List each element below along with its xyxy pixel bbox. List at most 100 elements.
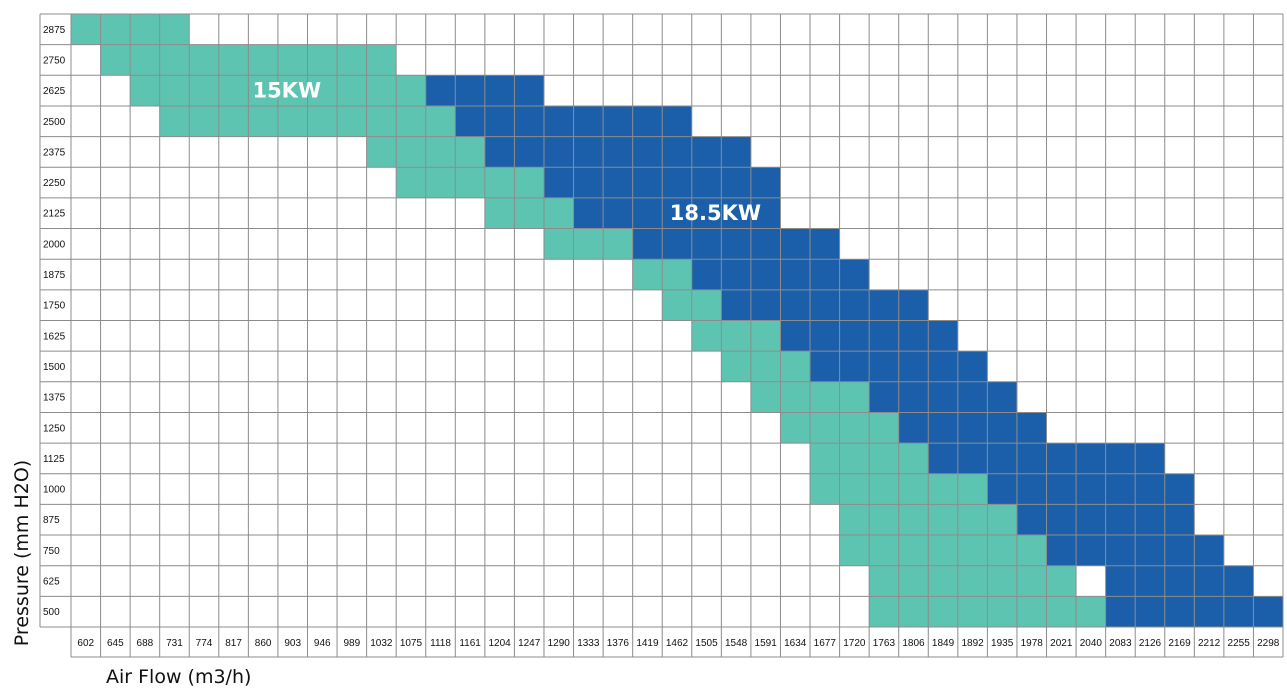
cell-15kw: [957, 473, 988, 505]
cell-18-5kw: [721, 197, 751, 229]
x-tick-label: 1032: [370, 638, 393, 649]
cell-18-5kw: [484, 105, 515, 137]
cell-18-5kw: [1046, 443, 1077, 474]
cell-15kw: [928, 565, 958, 597]
cell-15kw: [396, 105, 426, 137]
x-tick-label: 731: [166, 638, 183, 649]
cell-18-5kw: [573, 197, 604, 229]
cell-18-5kw: [987, 412, 1017, 444]
cell-18-5kw: [869, 289, 899, 321]
cell-18-5kw: [632, 105, 663, 137]
cell-18-5kw: [810, 228, 840, 260]
x-tick-label: 1161: [459, 638, 481, 649]
cell-15kw: [189, 44, 219, 76]
y-axis-ticks: 2875 2750 2625 2500 2375 2250 2125 2000 1875 1750…: [43, 25, 66, 618]
y-tick-label: 2500: [43, 117, 66, 128]
cell-18-5kw: [750, 228, 781, 260]
cell-15kw: [928, 535, 958, 566]
cell-18-5kw: [839, 351, 870, 382]
cell-18-5kw: [1164, 535, 1195, 566]
x-tick-label: 2126: [1139, 638, 1162, 649]
cell-15kw: [366, 44, 397, 76]
cell-15kw: [987, 596, 1017, 627]
cell-15kw: [898, 565, 929, 597]
cell-18-5kw: [1105, 535, 1136, 566]
cell-18-5kw: [750, 289, 781, 321]
cell-15kw: [248, 75, 278, 106]
cell-18-5kw: [632, 167, 663, 198]
region-label-15kw: 15KW: [252, 79, 321, 103]
cell-18-5kw: [573, 167, 604, 198]
cell-15kw: [810, 412, 840, 444]
cell-18-5kw: [691, 228, 722, 260]
cell-15kw: [869, 443, 899, 474]
cell-15kw: [957, 535, 988, 566]
x-tick-label: 903: [284, 638, 301, 649]
cell-15kw: [662, 259, 692, 290]
cell-18-5kw: [425, 75, 456, 106]
cell-18-5kw: [662, 228, 692, 260]
cell-15kw: [928, 596, 958, 627]
cell-18-5kw: [484, 75, 515, 106]
cell-18-5kw: [543, 136, 574, 168]
y-tick-label: 1875: [43, 270, 66, 281]
cell-15kw: [691, 289, 722, 321]
cell-15kw: [750, 381, 781, 413]
cell-18-5kw: [987, 381, 1017, 413]
cell-15kw: [721, 351, 751, 382]
cell-15kw: [307, 105, 338, 137]
cell-15kw: [869, 565, 899, 597]
cell-15kw: [780, 412, 811, 444]
x-tick-label: 1075: [400, 638, 423, 649]
cell-15kw: [425, 105, 456, 137]
x-tick-label: 1720: [843, 638, 866, 649]
cell-15kw: [810, 381, 840, 413]
cell-18-5kw: [1046, 535, 1077, 566]
x-tick-label: 1763: [873, 638, 896, 649]
x-tick-label: 2169: [1168, 638, 1191, 649]
cell-18-5kw: [603, 167, 633, 198]
x-tick-label: 1118: [430, 638, 451, 649]
cell-18-5kw: [662, 136, 692, 168]
cell-18-5kw: [987, 473, 1017, 505]
region-label-18-5kw: 18.5KW: [670, 201, 761, 225]
cell-18-5kw: [780, 320, 811, 352]
cell-18-5kw: [780, 289, 811, 321]
cell-18-5kw: [1046, 473, 1077, 505]
cell-15kw: [573, 228, 604, 260]
cell-18-5kw: [632, 197, 663, 229]
cell-15kw: [277, 44, 308, 76]
y-tick-label: 1750: [43, 301, 66, 312]
cell-18-5kw: [691, 136, 722, 168]
cell-15kw: [337, 44, 367, 76]
cell-15kw: [425, 167, 456, 198]
cell-18-5kw: [957, 351, 988, 382]
y-tick-label: 2125: [43, 209, 66, 220]
x-tick-label: 1677: [814, 638, 837, 649]
cell-18-5kw: [1046, 504, 1077, 536]
cell-15kw: [248, 44, 278, 76]
cell-15kw: [869, 596, 899, 627]
cell-15kw: [514, 197, 544, 229]
cell-18-5kw: [1164, 473, 1195, 505]
cell-18-5kw: [1076, 443, 1106, 474]
y-tick-label: 875: [43, 515, 60, 526]
grid-lines: [39, 13, 1284, 658]
cell-18-5kw: [869, 381, 899, 413]
x-tick-label: 1591: [755, 638, 778, 649]
cell-15kw: [366, 105, 397, 137]
cell-15kw: [100, 14, 131, 45]
cell-15kw: [839, 443, 870, 474]
cell-18-5kw: [1105, 504, 1136, 536]
x-tick-label: 1419: [636, 638, 659, 649]
cell-18-5kw: [928, 351, 958, 382]
cell-15kw: [1076, 596, 1106, 627]
cell-15kw: [957, 596, 988, 627]
cell-15kw: [366, 136, 397, 168]
cell-15kw: [662, 289, 692, 321]
cell-18-5kw: [1164, 504, 1195, 536]
cell-18-5kw: [1253, 596, 1283, 627]
x-tick-label: 2040: [1080, 638, 1103, 649]
cell-18-5kw: [543, 105, 574, 137]
cell-15kw: [957, 565, 988, 597]
